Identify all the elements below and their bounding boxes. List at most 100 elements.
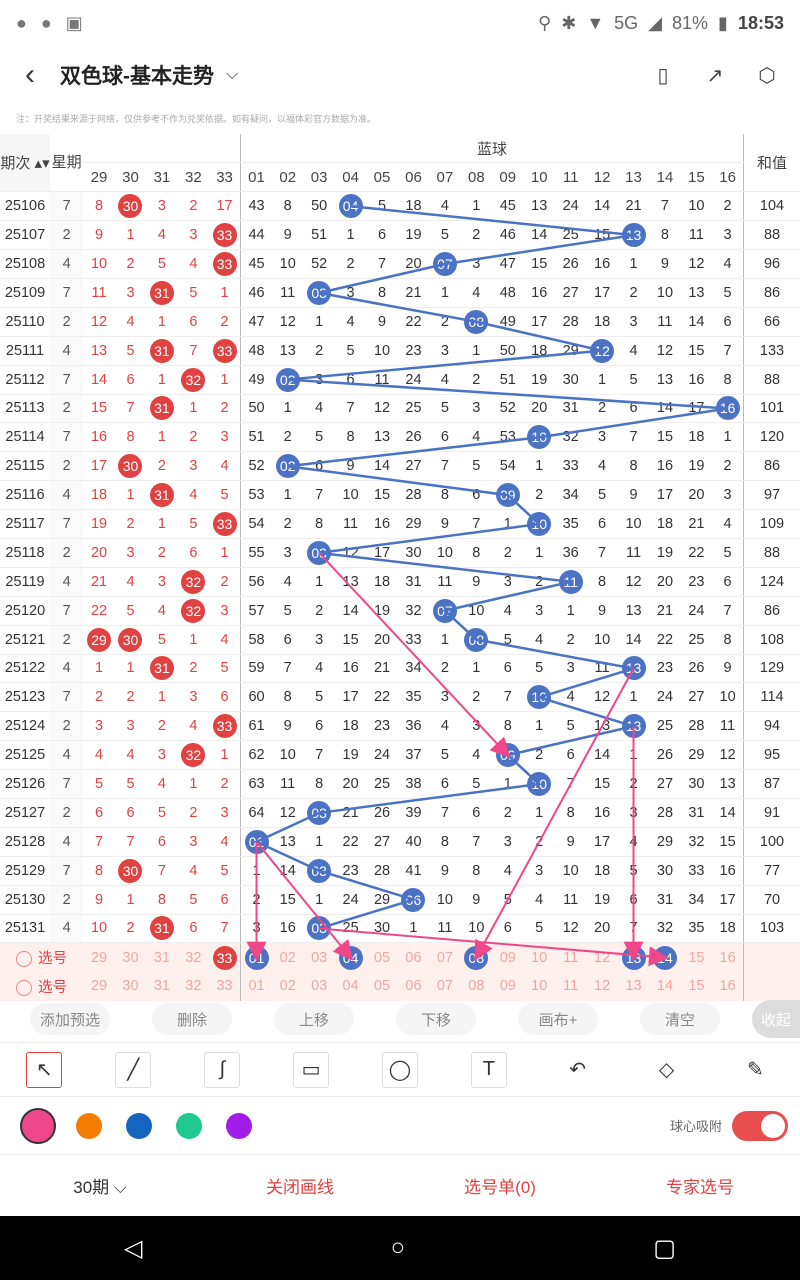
settings-icon[interactable]: ⬡ [758, 64, 776, 87]
home-nav-icon[interactable]: ○ [390, 1234, 406, 1261]
pick-blue[interactable]: 07 [429, 942, 461, 972]
pick-blue[interactable]: 10 [523, 942, 555, 972]
blue-cell: 15 [649, 422, 681, 453]
selection-list-button[interactable]: 选号单(0) [464, 1178, 536, 1197]
text-tool-icon[interactable]: T [470, 1051, 507, 1088]
color-swatch[interactable] [76, 1112, 102, 1139]
arrow-tool-icon[interactable]: ↖ [26, 1051, 63, 1088]
pick-row[interactable]: 选号 29 30 31 32 33 01 02 03 04 05 06 07 08 09 10 11 12 13 14… [0, 942, 800, 972]
pick-red[interactable]: 32 [177, 971, 210, 1001]
collapse-button[interactable]: 收起 [752, 1000, 800, 1038]
red-cell: 32 [177, 740, 210, 771]
blue-cell: 11 [366, 365, 398, 395]
pick-blue[interactable]: 12 [586, 971, 618, 1001]
pick-red[interactable]: 33 [209, 942, 242, 972]
header-period[interactable]: 期次 ▴▾ [0, 134, 50, 193]
circle-tool-icon[interactable]: ◯ [381, 1051, 418, 1088]
pick-blue[interactable]: 05 [366, 942, 398, 972]
blue-cell: 18 [586, 856, 618, 886]
pick-blue[interactable]: 14 [649, 942, 681, 972]
pick-red[interactable]: 33 [209, 971, 242, 1001]
curve-tool-icon[interactable]: ∫ [204, 1051, 241, 1088]
back-icon[interactable]: ‹ [25, 58, 35, 91]
pick-blue[interactable]: 09 [492, 942, 524, 972]
pick-blue[interactable]: 03 [303, 971, 335, 1001]
clear-brush-icon[interactable]: ✎ [747, 1059, 764, 1081]
pick-blue[interactable]: 08 [460, 942, 493, 972]
pick-red[interactable]: 30 [114, 942, 147, 972]
pick-blue[interactable]: 11 [554, 942, 587, 972]
blue-cell: 19 [649, 538, 681, 568]
blue-cell: 3 [240, 914, 272, 944]
blue-cell: 3 [712, 480, 745, 511]
device-icon[interactable]: ▯ [657, 64, 669, 87]
pick-blue[interactable]: 16 [712, 971, 745, 1001]
pick-blue[interactable]: 02 [271, 971, 304, 1001]
pick-red[interactable]: 29 [83, 942, 115, 972]
pick-red[interactable]: 32 [177, 942, 210, 972]
rect-tool-icon[interactable]: ▭ [293, 1051, 330, 1088]
pick-blue[interactable]: 14 [649, 971, 681, 1001]
pick-blue[interactable]: 03 [303, 942, 335, 972]
color-swatch[interactable] [126, 1112, 152, 1139]
action-button[interactable]: 清空 [640, 1003, 720, 1035]
pick-blue[interactable]: 01 [240, 942, 272, 972]
pick-blue[interactable]: 10 [523, 971, 555, 1001]
pick-row[interactable]: 选号 29 30 31 32 33 01 02 03 04 05 06 07 08 09 10 11 12 13 14… [0, 971, 800, 1001]
pick-red[interactable]: 29 [83, 971, 115, 1001]
pick-blue[interactable]: 08 [460, 971, 493, 1001]
action-button[interactable]: 下移 [396, 1003, 476, 1035]
red-cell: 5 [177, 885, 210, 915]
recents-nav-icon[interactable]: ▢ [653, 1234, 676, 1262]
blue-cell: 10 [712, 682, 745, 713]
pick-red[interactable]: 31 [146, 971, 178, 1001]
close-draw-button[interactable]: 关闭画线 [266, 1178, 334, 1197]
pick-radio[interactable] [16, 979, 33, 996]
back-nav-icon[interactable]: ◁ [124, 1234, 143, 1262]
pick-blue[interactable]: 13 [617, 971, 650, 1001]
line-tool-icon[interactable]: ╱ [115, 1051, 152, 1088]
pick-blue[interactable]: 15 [680, 942, 713, 972]
blue-cell: 9 [429, 509, 461, 539]
pick-blue[interactable]: 01 [240, 971, 272, 1001]
snap-toggle[interactable] [732, 1110, 788, 1141]
blue-cell: 10 [429, 538, 461, 568]
trend-grid[interactable]: 期次 ▴▾ 星期 蓝球 和值 29 30 31 32 33 01 02 03 04 05 06 07 08 09 1… [0, 134, 800, 1001]
pick-blue[interactable]: 06 [397, 942, 430, 972]
undo-icon[interactable]: ↶ [569, 1059, 587, 1081]
red-cell: 2 [209, 567, 242, 597]
pick-blue[interactable]: 09 [492, 971, 524, 1001]
color-swatch[interactable] [226, 1112, 252, 1139]
blue-cell: 29 [554, 336, 587, 366]
blue-cell: 5 [429, 740, 461, 771]
action-button[interactable]: 上移 [274, 1003, 354, 1035]
pick-blue[interactable]: 07 [429, 971, 461, 1001]
pick-red[interactable]: 30 [114, 971, 147, 1001]
red-cell: 2 [114, 914, 147, 944]
pick-blue[interactable]: 04 [334, 942, 367, 972]
chevron-down-icon[interactable]: ⌵ [226, 66, 239, 83]
pick-radio[interactable] [16, 951, 33, 968]
pick-blue[interactable]: 04 [334, 971, 367, 1001]
period-selector[interactable]: 30期 ⌵ [73, 1178, 127, 1197]
pick-blue[interactable]: 13 [617, 942, 650, 972]
red-cell: 5 [209, 856, 242, 886]
color-swatch[interactable] [20, 1107, 56, 1144]
action-button[interactable]: 添加预选 [30, 1003, 110, 1035]
share-icon[interactable]: ↗ [706, 64, 724, 87]
red-cell: 1 [209, 740, 242, 771]
pick-blue[interactable]: 06 [397, 971, 430, 1001]
eraser-icon[interactable]: ◇ [658, 1059, 675, 1081]
pick-blue[interactable]: 11 [554, 971, 587, 1001]
color-swatch[interactable] [176, 1112, 202, 1139]
pick-blue[interactable]: 12 [586, 942, 618, 972]
expert-button[interactable]: 专家选号 [666, 1178, 734, 1197]
blue-cell: 9 [460, 567, 493, 597]
action-button[interactable]: 删除 [152, 1003, 232, 1035]
pick-red[interactable]: 31 [146, 942, 178, 972]
pick-blue[interactable]: 16 [712, 942, 745, 972]
pick-blue[interactable]: 05 [366, 971, 398, 1001]
action-button[interactable]: 画布+ [518, 1003, 598, 1035]
pick-blue[interactable]: 02 [271, 942, 304, 972]
pick-blue[interactable]: 15 [680, 971, 713, 1001]
